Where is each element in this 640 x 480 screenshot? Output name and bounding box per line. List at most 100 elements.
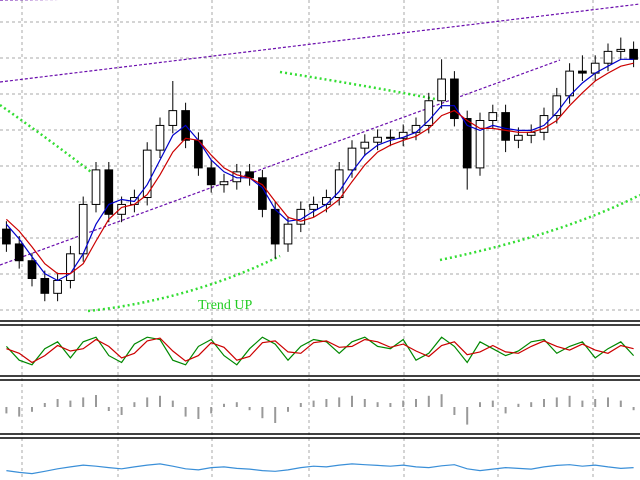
- candle-body: [450, 78, 459, 120]
- candle-body: [2, 228, 11, 245]
- candle-body: [347, 147, 357, 171]
- candle-body: [66, 253, 75, 281]
- candle-body: [539, 115, 549, 133]
- candle-body: [40, 278, 50, 294]
- histogram-bar: [376, 402, 379, 407]
- histogram-bar: [31, 407, 33, 412]
- histogram-bar: [223, 403, 225, 407]
- indicator-line: [6, 463, 634, 475]
- histogram-bar: [453, 407, 456, 415]
- histogram-bar: [479, 402, 481, 407]
- histogram-bar: [389, 403, 392, 407]
- histogram-bar: [146, 397, 149, 407]
- histogram-bar: [133, 402, 136, 407]
- histogram-bar: [235, 402, 238, 407]
- histogram-bar: [581, 400, 584, 407]
- histogram-bar: [491, 400, 494, 407]
- candle-body: [206, 167, 216, 186]
- histogram-bar: [427, 395, 430, 407]
- histogram-bar: [632, 407, 635, 411]
- candle-body: [629, 48, 638, 60]
- candle-body: [552, 95, 562, 117]
- candle-body: [14, 243, 24, 262]
- candle-body: [475, 120, 485, 169]
- candle-body: [514, 134, 523, 141]
- histogram-bar: [568, 395, 571, 407]
- candle-body: [501, 112, 510, 141]
- candle-body: [309, 203, 318, 210]
- candle-body: [616, 48, 626, 52]
- histogram-bar: [159, 395, 161, 407]
- candle-body: [578, 70, 587, 74]
- candle-body: [53, 279, 62, 294]
- histogram-bar: [555, 397, 558, 407]
- histogram-bar: [363, 399, 366, 407]
- indicator-line: [5, 58, 634, 282]
- histogram-bar: [287, 407, 289, 412]
- candle-body: [437, 78, 446, 102]
- candle-body: [27, 260, 37, 280]
- candle-body: [603, 50, 613, 64]
- histogram-bar: [82, 397, 85, 407]
- histogram-bar: [120, 407, 123, 415]
- candle-body: [283, 223, 293, 245]
- histogram-bar: [402, 400, 405, 407]
- candle-body: [360, 141, 370, 149]
- candle-body: [424, 100, 434, 126]
- histogram-bar: [594, 399, 597, 407]
- histogram-bar: [107, 407, 110, 411]
- histogram-bar: [184, 407, 187, 417]
- candle-body: [334, 169, 344, 199]
- candle-body: [565, 70, 574, 97]
- histogram-bar: [351, 395, 353, 407]
- histogram-bar: [543, 399, 545, 407]
- candle-body: [117, 203, 126, 215]
- candle-body: [219, 181, 229, 186]
- indicator-line: [6, 337, 634, 364]
- candle-body: [91, 169, 101, 205]
- histogram-bar: [325, 399, 328, 407]
- histogram-bar: [312, 400, 315, 407]
- histogram-bar: [5, 407, 8, 414]
- histogram-bar: [197, 407, 200, 419]
- histogram-bar: [274, 407, 277, 423]
- indicator-line: [5, 336, 635, 366]
- candle-body: [232, 171, 242, 183]
- histogram-bar: [517, 403, 520, 407]
- histogram-bar: [338, 397, 341, 407]
- candle-body: [258, 177, 267, 210]
- histogram-bar: [43, 403, 46, 407]
- histogram-bar: [466, 407, 469, 425]
- panel-separators: [0, 320, 640, 439]
- candle-body: [411, 124, 421, 133]
- candle-body: [270, 208, 280, 245]
- trend-lines: [0, 0, 640, 313]
- candle-body: [155, 124, 165, 151]
- histogram-bar: [261, 407, 264, 419]
- candle-body: [142, 149, 152, 199]
- histogram-bar: [69, 400, 72, 407]
- histogram-bar: [210, 407, 213, 414]
- histogram-bar: [18, 407, 21, 417]
- candle-body: [168, 110, 178, 126]
- histogram-bar: [171, 400, 174, 407]
- histogram-bar: [56, 399, 59, 407]
- histogram-bar: [440, 394, 443, 407]
- histogram-bar: [95, 395, 97, 407]
- histogram-bar: [415, 399, 417, 407]
- histogram-bar: [619, 400, 622, 407]
- candle-body: [462, 118, 472, 169]
- candle-body: [373, 136, 382, 143]
- indicator-line: [5, 62, 634, 275]
- histogram-bar: [504, 407, 507, 414]
- histogram-bar: [299, 403, 302, 407]
- candle-body: [296, 208, 306, 225]
- candle-body: [386, 136, 395, 139]
- candle-body: [104, 169, 114, 215]
- histogram-bar: [607, 397, 609, 407]
- histogram-bar: [530, 402, 533, 407]
- histogram-bar: [248, 407, 251, 411]
- annotation: Trend UP: [198, 298, 253, 313]
